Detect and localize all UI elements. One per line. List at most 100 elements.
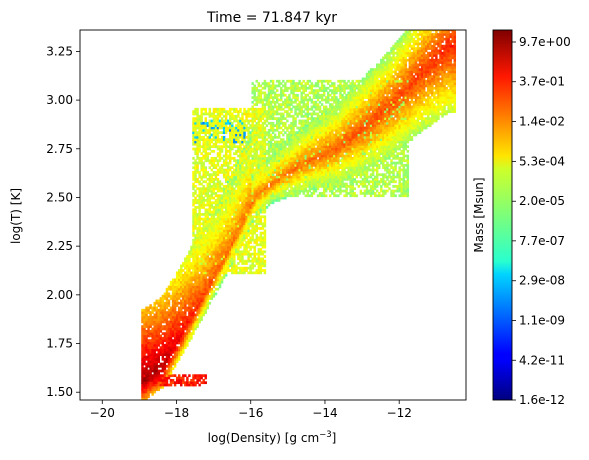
heatmap-cell-3346: [261, 117, 265, 120]
heatmap-cell-2456: [235, 231, 238, 235]
heatmap-cell-3935: [288, 103, 291, 106]
heatmap-cell-3284: [259, 98, 263, 102]
heatmap-cell-3301: [261, 236, 265, 240]
heatmap-cell-2757: [243, 107, 246, 111]
heatmap-cell-1214: [198, 304, 201, 307]
heatmap-cell-2036: [220, 213, 224, 216]
heatmap-cell-3724: [278, 133, 281, 137]
heatmap-cell-2412: [233, 199, 236, 202]
heatmap-cell-1407: [202, 224, 205, 228]
heatmap-cell-1079: [194, 217, 197, 221]
heatmap-cell-3581: [271, 163, 275, 167]
heatmap-cell-2009: [220, 278, 224, 282]
heatmap-cell-559: [171, 334, 175, 338]
heatmap-cell-103: [145, 329, 148, 333]
heatmap-cell-115: [147, 390, 150, 394]
heatmap-cell-2605: [239, 170, 242, 174]
heatmap-cell-1209: [198, 315, 201, 319]
heatmap-cell-4049: [294, 147, 297, 151]
heatmap-cell-2142: [224, 241, 228, 244]
heatmap-cell-764: [182, 313, 185, 317]
heatmap-cell-1582: [206, 154, 209, 158]
heatmap-cell-784: [184, 383, 187, 387]
heatmap-cell-1974: [218, 210, 222, 214]
heatmap-cell-2890: [249, 245, 252, 249]
heatmap-cell-601: [173, 332, 177, 335]
heatmap-cell-2725: [243, 192, 246, 195]
heatmap-cell-3415: [263, 121, 267, 125]
heatmap-cell-3868: [286, 182, 289, 186]
heatmap-cell-254: [153, 306, 156, 310]
heatmap-cell-1451: [204, 304, 207, 307]
heatmap-cell-1271: [198, 149, 201, 153]
heatmap-cell-3819: [282, 93, 285, 97]
heatmap-cell-262: [155, 376, 158, 380]
heatmap-cell-708: [180, 353, 183, 356]
heatmap-cell-3482: [267, 173, 271, 177]
heatmap-cell-3140: [255, 110, 258, 113]
heatmap-cell-594: [173, 348, 177, 352]
heatmap-cell-4413: [310, 82, 314, 85]
heatmap-cell-3338: [261, 138, 265, 142]
heatmap-cell-3761: [280, 147, 283, 151]
heatmap-cell-4638: [322, 168, 326, 172]
heatmap-cell-755: [182, 334, 185, 338]
heatmap-cell-4942: [337, 185, 340, 188]
heatmap-cell-182: [149, 306, 152, 310]
heatmap-cell-3557: [269, 100, 273, 104]
heatmap-cell-3372: [263, 229, 267, 233]
heatmap-cell-2727: [243, 187, 246, 191]
heatmap-cell-1264: [198, 180, 201, 184]
heatmap-cell-3609: [271, 86, 275, 90]
heatmap-cell-1636: [208, 196, 212, 200]
heatmap-cell-1381: [202, 285, 205, 289]
heatmap-cell-4372: [310, 187, 314, 191]
heatmap-cell-1558: [206, 227, 209, 230]
heatmap-cell-1554: [206, 236, 209, 240]
heatmap-cell-2964: [251, 203, 254, 207]
heatmap-cell-933: [190, 278, 193, 282]
heatmap-cell-348: [159, 325, 163, 328]
heatmap-cell-2237: [226, 170, 230, 174]
heatmap-cell-3434: [265, 196, 269, 200]
heatmap-cell-4763: [329, 185, 332, 188]
heatmap-cell-1081: [194, 213, 197, 216]
heatmap-cell-1493: [204, 199, 207, 202]
heatmap-cell-4321: [306, 107, 310, 111]
heatmap-cell-1031: [194, 383, 197, 387]
heatmap-cell-3067: [253, 114, 256, 118]
heatmap-cell-2421: [233, 175, 236, 179]
heatmap-cell-70: [143, 320, 146, 324]
heatmap-cell-1747: [212, 259, 216, 263]
heatmap-cell-3640: [273, 128, 277, 132]
heatmap-cell-4578: [318, 96, 322, 99]
heatmap-cell-2762: [245, 252, 248, 256]
heatmap-cell-1718: [210, 163, 214, 167]
heatmap-cell-762: [182, 318, 185, 321]
heatmap-cell-437: [165, 369, 169, 373]
heatmap-cell-2573: [239, 250, 242, 254]
heatmap-cell-695: [177, 287, 181, 291]
heatmap-cell-2310: [229, 128, 232, 132]
heatmap-cell-864: [188, 383, 191, 387]
heatmap-cell-1590: [206, 131, 209, 134]
heatmap-cell-1225: [198, 278, 201, 282]
heatmap-cell-1270: [198, 156, 201, 160]
heatmap-cell-1600: [208, 285, 212, 289]
heatmap-cell-4152: [298, 82, 301, 85]
heatmap-cell-4517: [316, 142, 320, 146]
heatmap-cell-4053: [294, 138, 297, 142]
heatmap-cell-4675: [324, 187, 328, 191]
heatmap-cell-3646: [273, 103, 277, 106]
heatmap-cell-1526: [206, 304, 209, 307]
heatmap-cell-3081: [255, 262, 258, 265]
heatmap-cell-3309: [261, 206, 265, 209]
heatmap-cell-3656: [275, 192, 279, 195]
heatmap-cell-2862: [247, 156, 250, 160]
heatmap-cell-1248: [198, 220, 201, 223]
heatmap-cell-2756: [243, 110, 246, 113]
heatmap-cell-2830: [247, 231, 250, 235]
heatmap-cell-3566: [271, 199, 275, 202]
heatmap-cell-4044: [294, 159, 297, 163]
heatmap-cell-1551: [206, 243, 209, 247]
